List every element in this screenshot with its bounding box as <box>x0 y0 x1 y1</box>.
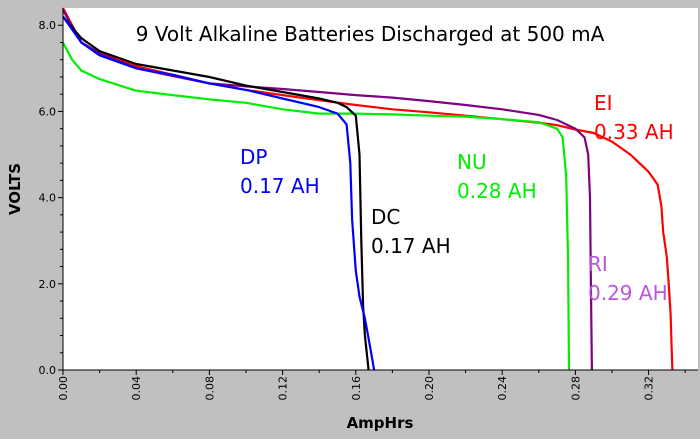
series-label-dc-capacity: 0.17 AH <box>371 234 451 258</box>
x-tick-label: 0.28 <box>569 376 582 401</box>
y-tick-label: 4.0 <box>39 192 57 205</box>
x-tick-label: 0.24 <box>496 376 509 401</box>
x-tick-label: 0.32 <box>643 376 656 401</box>
series-label-ei-name: EI <box>594 91 613 115</box>
x-tick-label: 0.20 <box>423 376 436 401</box>
plot-area <box>63 8 698 370</box>
series-label-dp-capacity: 0.17 AH <box>240 174 320 198</box>
axes: 0.0 2.0 4.0 6.0 8.0 0.00 0.04 0.08 0.12 0.16 0.20 0… <box>39 8 698 401</box>
y-tick-label: 6.0 <box>39 105 57 118</box>
x-tick-label: 0.16 <box>350 376 363 401</box>
series-label-ri-capacity: 0.29 AH <box>588 281 668 305</box>
series-group <box>62 7 674 371</box>
y-axis-title: VOLTS <box>6 163 24 215</box>
x-tick-label: 0.04 <box>130 376 143 401</box>
series-label-nu-capacity: 0.28 AH <box>457 179 537 203</box>
x-tick-label: 0.12 <box>277 376 290 401</box>
series-annotations: EI 0.33 AH RI 0.29 AH NU 0.28 AH DC 0.17 AH DP 0.… <box>240 91 674 305</box>
series-label-dp-name: DP <box>240 145 267 169</box>
x-tick-label: 0.00 <box>57 376 70 401</box>
y-tick-label: 0.0 <box>39 364 57 377</box>
x-tick-label: 0.08 <box>203 376 216 401</box>
series-label-ei-capacity: 0.33 AH <box>594 120 674 144</box>
series-label-nu-name: NU <box>457 150 487 174</box>
series-label-dc-name: DC <box>371 205 400 229</box>
y-tick-label: 2.0 <box>39 278 57 291</box>
series-label-ri-name: RI <box>588 252 608 276</box>
series-line-dc <box>62 15 370 371</box>
y-tick-label: 8.0 <box>39 19 57 32</box>
series-line-dp <box>62 15 376 371</box>
chart-title: 9 Volt Alkaline Batteries Discharged at … <box>136 22 605 46</box>
x-axis-title: AmpHrs <box>347 414 414 432</box>
series-line-nu <box>62 41 571 371</box>
